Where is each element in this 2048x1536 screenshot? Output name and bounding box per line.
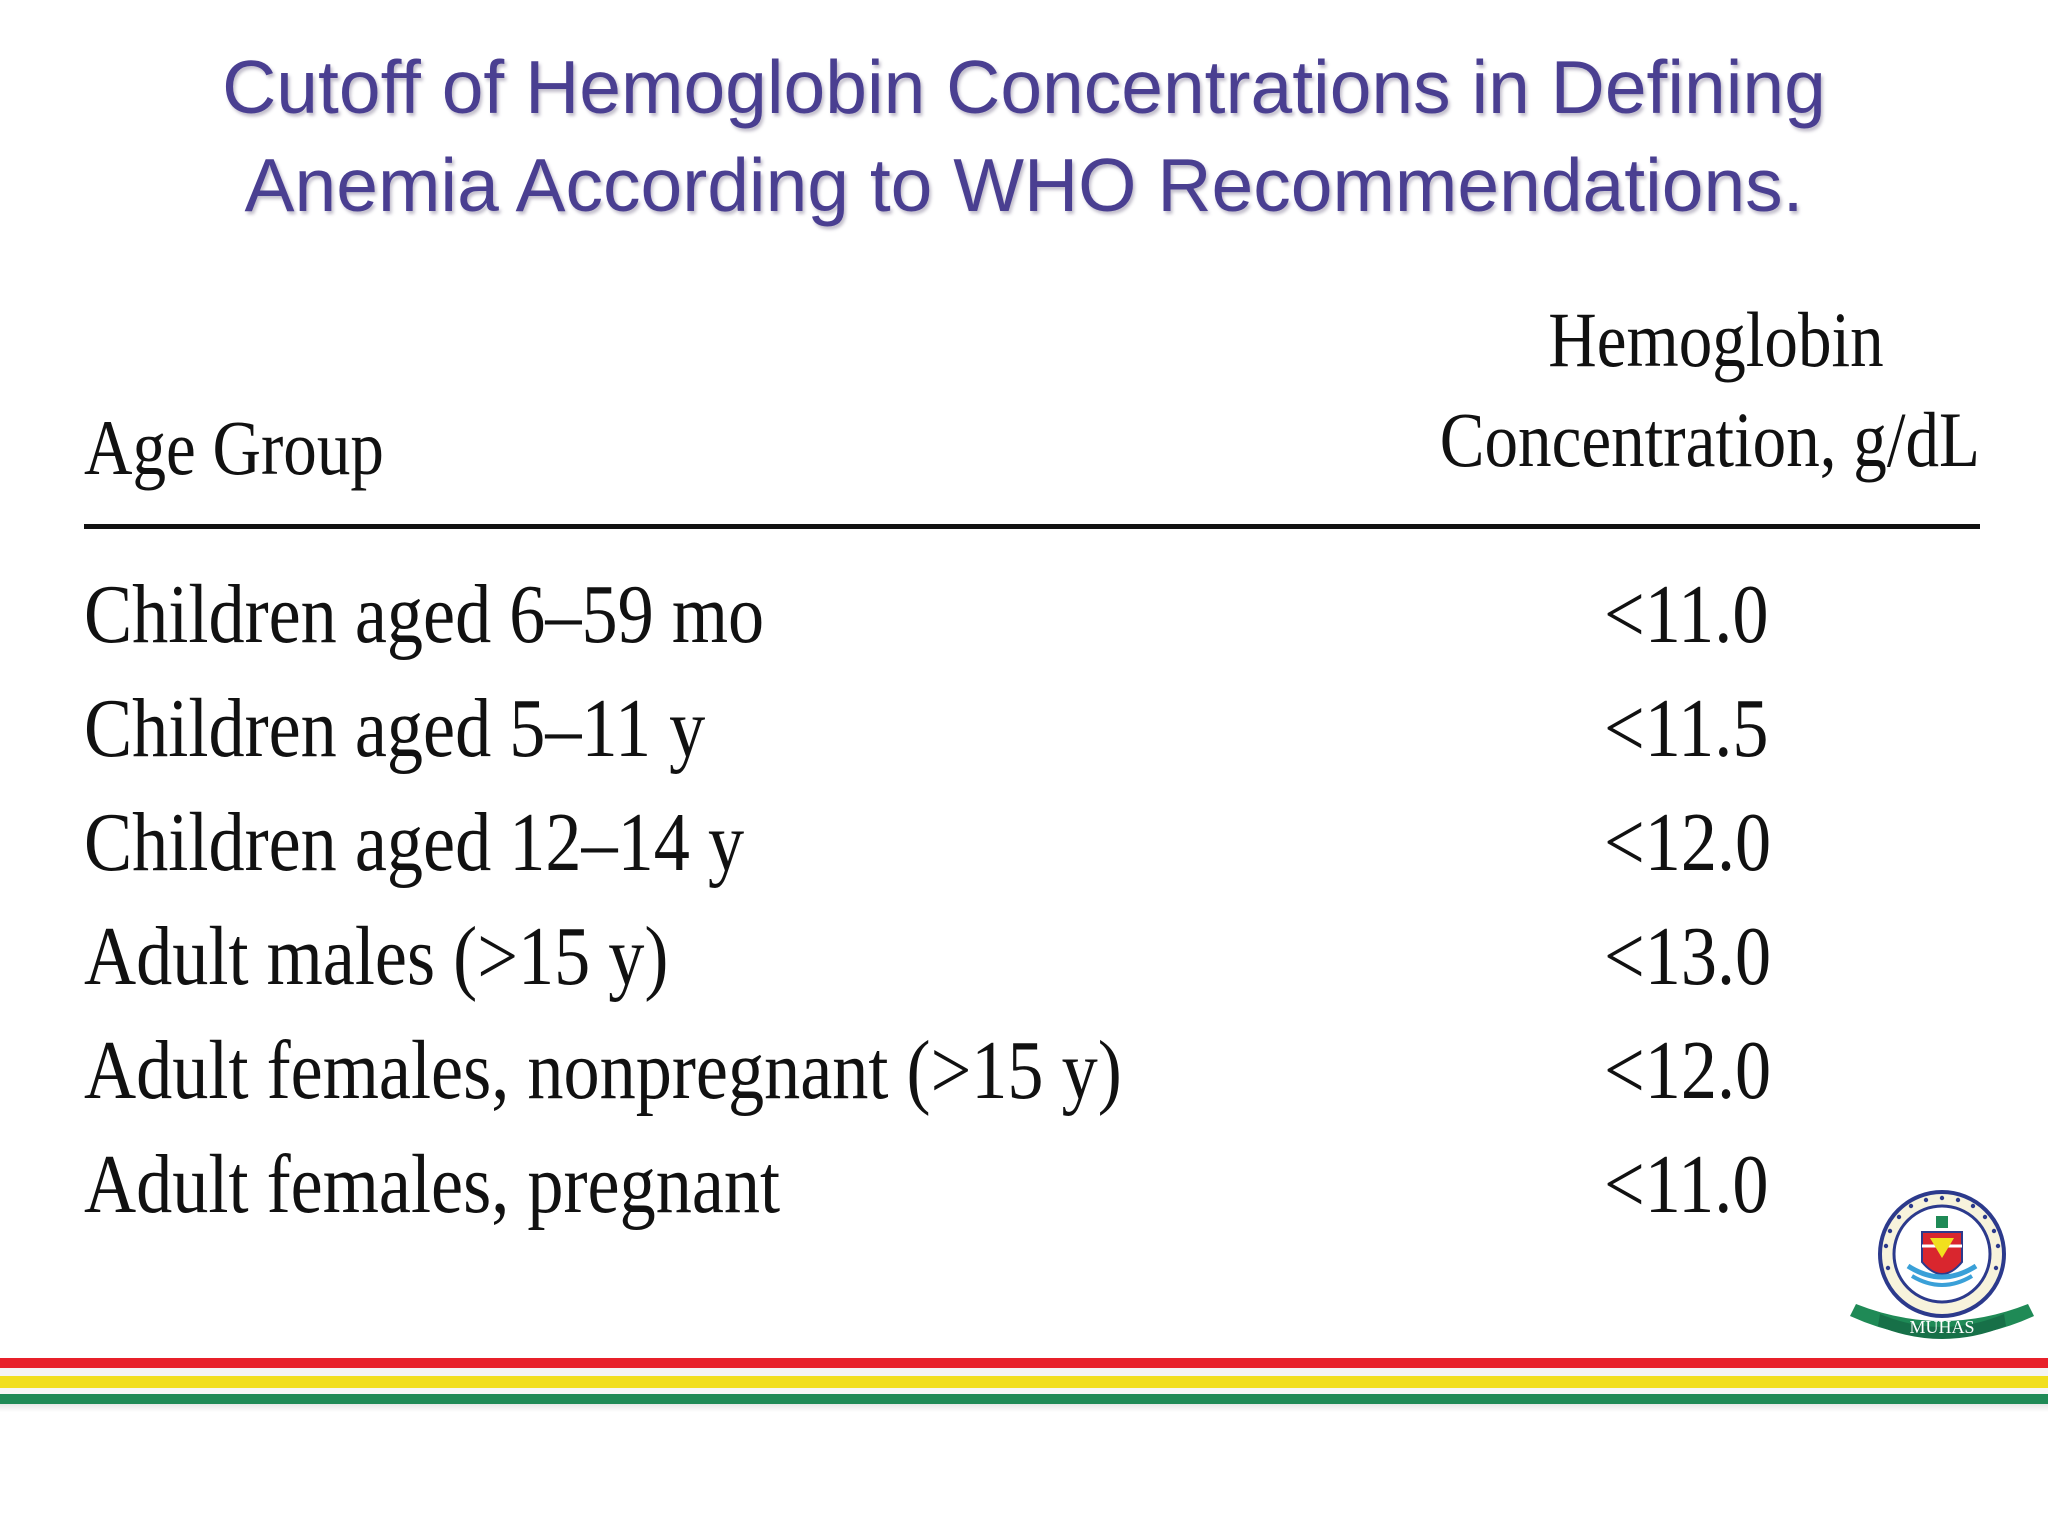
table-row: Adult males (>15 y) <13.0 bbox=[84, 900, 1980, 1014]
header-rule bbox=[84, 524, 1980, 529]
university-seal-icon: MUHAS bbox=[1850, 1188, 2038, 1358]
column-header-hemoglobin-line1: Hemoglobin bbox=[1548, 296, 1884, 383]
hemoglobin-cutoff-cell: <11.0 bbox=[1604, 568, 1769, 661]
hemoglobin-cutoff-cell: <12.0 bbox=[1604, 796, 1772, 889]
age-group-cell: Children aged 5–11 y bbox=[84, 682, 706, 775]
table-header: Age Group Hemoglobin Concentration, g/dL bbox=[84, 290, 1980, 529]
hemoglobin-cutoff-cell: <13.0 bbox=[1604, 910, 1772, 1003]
age-group-cell: Children aged 12–14 y bbox=[84, 796, 745, 889]
slide-title: Cutoff of Hemoglobin Concentrations in D… bbox=[0, 38, 2048, 234]
anemia-cutoff-table: Age Group Hemoglobin Concentration, g/dL… bbox=[84, 290, 1980, 1231]
table-row: Children aged 5–11 y <11.5 bbox=[84, 672, 1980, 786]
stripe-gap bbox=[0, 1388, 2048, 1394]
age-group-cell: Children aged 6–59 mo bbox=[84, 568, 765, 661]
hemoglobin-cutoff-cell: <11.0 bbox=[1604, 1138, 1769, 1231]
age-group-cell: Adult females, nonpregnant (>15 y) bbox=[84, 1024, 1122, 1117]
hemoglobin-cutoff-cell: <12.0 bbox=[1604, 1024, 1772, 1117]
table-row: Adult females, pregnant <11.0 bbox=[84, 1128, 1980, 1242]
stripe-yellow bbox=[0, 1376, 2048, 1388]
table-body: Children aged 6–59 mo <11.0 Children age… bbox=[84, 558, 1980, 1242]
stripe-gap bbox=[0, 1368, 2048, 1376]
column-header-hemoglobin: Hemoglobin Concentration, g/dL bbox=[1220, 290, 1980, 490]
column-header-age-group: Age Group bbox=[84, 404, 384, 491]
title-line-1: Cutoff of Hemoglobin Concentrations in D… bbox=[222, 45, 1826, 129]
footer-stripes bbox=[0, 1358, 2048, 1418]
age-group-cell: Adult males (>15 y) bbox=[84, 910, 669, 1003]
title-line-2: Anemia According to WHO Recommendations. bbox=[244, 143, 1804, 227]
logo-banner-text: MUHAS bbox=[1909, 1317, 1974, 1337]
stripe-green bbox=[0, 1394, 2048, 1404]
table-row: Children aged 6–59 mo <11.0 bbox=[84, 558, 1980, 672]
table-row: Children aged 12–14 y <12.0 bbox=[84, 786, 1980, 900]
stripe-shadow bbox=[0, 1404, 2048, 1412]
hemoglobin-cutoff-cell: <11.5 bbox=[1604, 682, 1769, 775]
age-group-cell: Adult females, pregnant bbox=[84, 1138, 781, 1231]
table-row: Adult females, nonpregnant (>15 y) <12.0 bbox=[84, 1014, 1980, 1128]
column-header-hemoglobin-line2: Concentration, g/dL bbox=[1439, 396, 1980, 483]
stripe-red bbox=[0, 1358, 2048, 1368]
